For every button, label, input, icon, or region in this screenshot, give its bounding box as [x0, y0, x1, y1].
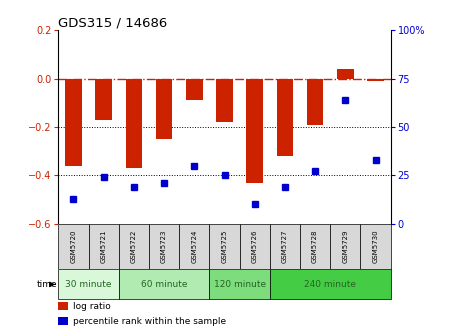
Bar: [330, 224, 361, 269]
Text: GSM5725: GSM5725: [221, 230, 228, 263]
Text: GSM5724: GSM5724: [191, 230, 197, 263]
Bar: [58, 269, 119, 299]
Bar: [58, 224, 88, 269]
Bar: [58, 317, 68, 325]
Text: time: time: [37, 280, 58, 289]
Text: percentile rank within the sample: percentile rank within the sample: [73, 317, 226, 326]
Bar: [65, 79, 82, 166]
Bar: [209, 224, 240, 269]
Bar: [58, 302, 68, 310]
Text: GSM5728: GSM5728: [312, 230, 318, 263]
Text: GSM5722: GSM5722: [131, 230, 137, 263]
Bar: [126, 79, 142, 168]
Bar: [367, 79, 384, 81]
Bar: [88, 224, 119, 269]
Bar: [119, 224, 149, 269]
Text: GSM5720: GSM5720: [70, 230, 76, 263]
Bar: [149, 224, 179, 269]
Text: GSM5721: GSM5721: [101, 230, 107, 263]
Bar: [270, 224, 300, 269]
Bar: [156, 79, 172, 139]
Text: 60 minute: 60 minute: [141, 280, 187, 289]
Text: GSM5729: GSM5729: [342, 230, 348, 263]
Text: log ratio: log ratio: [73, 302, 111, 310]
Bar: [247, 79, 263, 183]
Text: GDS315 / 14686: GDS315 / 14686: [58, 16, 167, 29]
Bar: [95, 79, 112, 120]
Text: GSM5727: GSM5727: [282, 230, 288, 263]
Bar: [270, 269, 391, 299]
Bar: [186, 79, 202, 100]
Bar: [240, 224, 270, 269]
Text: 30 minute: 30 minute: [65, 280, 112, 289]
Text: GSM5723: GSM5723: [161, 230, 167, 263]
Bar: [179, 224, 209, 269]
Bar: [277, 79, 293, 156]
Bar: [216, 79, 233, 122]
Bar: [337, 69, 354, 79]
Bar: [307, 79, 323, 125]
Bar: [209, 269, 270, 299]
Bar: [119, 269, 209, 299]
Text: 240 minute: 240 minute: [304, 280, 356, 289]
Text: GSM5726: GSM5726: [252, 230, 258, 263]
Bar: [300, 224, 330, 269]
Text: 120 minute: 120 minute: [214, 280, 266, 289]
Bar: [361, 224, 391, 269]
Text: GSM5730: GSM5730: [373, 230, 379, 263]
